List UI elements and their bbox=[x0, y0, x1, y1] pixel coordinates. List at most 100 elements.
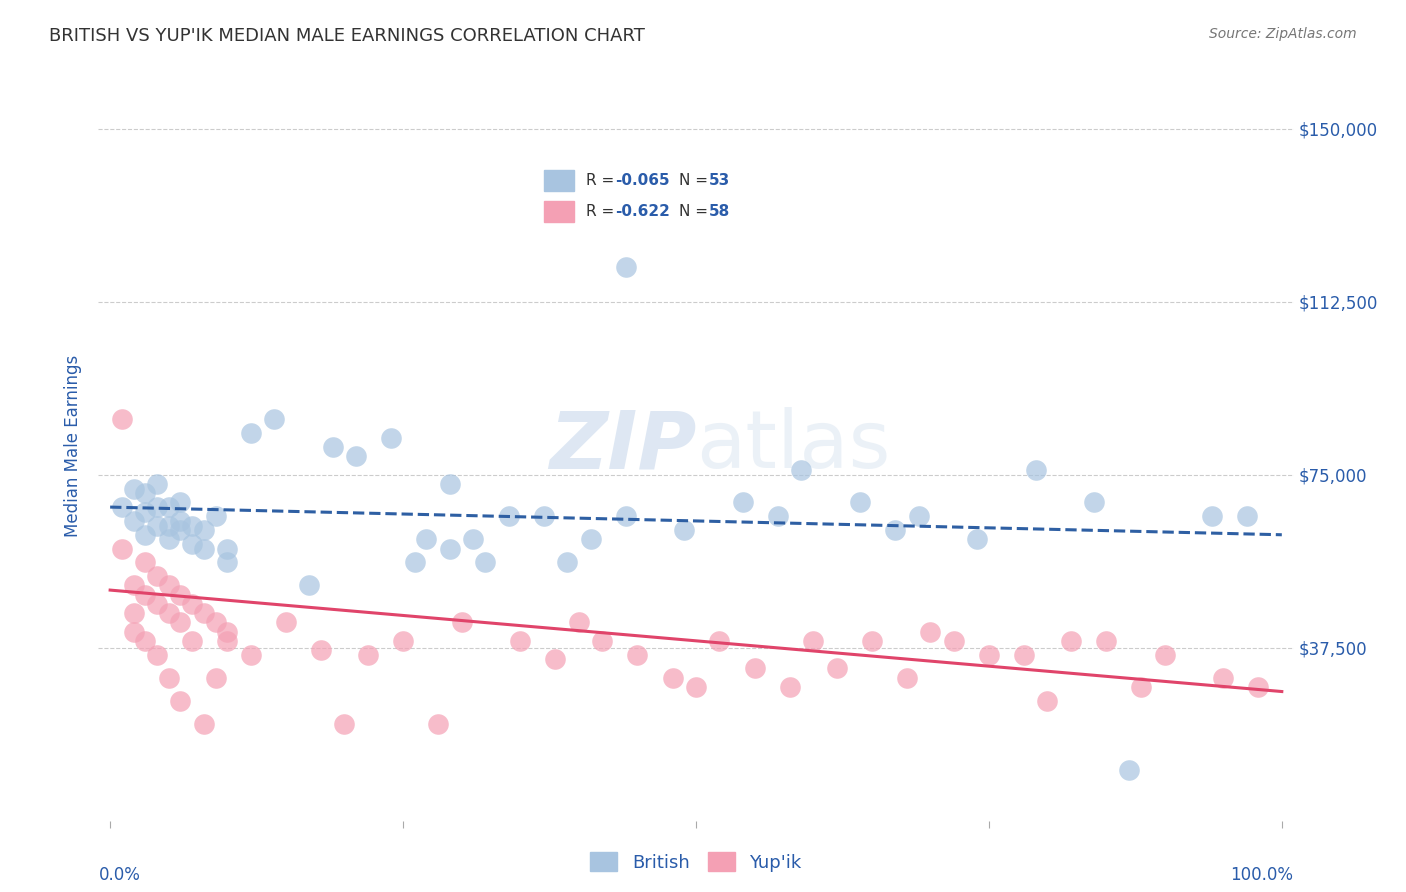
Point bbox=[1025, 463, 1047, 477]
Point bbox=[146, 500, 169, 514]
Point bbox=[1118, 763, 1140, 777]
Point bbox=[779, 680, 801, 694]
Point bbox=[157, 671, 180, 685]
Text: -0.065: -0.065 bbox=[616, 173, 671, 188]
Point bbox=[146, 477, 169, 491]
Point bbox=[498, 509, 520, 524]
Point bbox=[1095, 633, 1118, 648]
Point bbox=[111, 412, 134, 426]
Point bbox=[333, 716, 356, 731]
Point bbox=[169, 588, 191, 602]
Point bbox=[626, 648, 648, 662]
Point bbox=[309, 643, 332, 657]
Point bbox=[217, 541, 239, 556]
Point bbox=[169, 615, 191, 630]
Point bbox=[239, 648, 262, 662]
Point bbox=[907, 509, 929, 524]
Text: -0.622: -0.622 bbox=[616, 204, 671, 219]
Point bbox=[404, 556, 426, 570]
Point bbox=[1083, 495, 1105, 509]
Point bbox=[157, 606, 180, 620]
Point bbox=[204, 509, 226, 524]
Point bbox=[157, 518, 180, 533]
Point bbox=[169, 495, 191, 509]
Point bbox=[157, 500, 180, 514]
Point bbox=[181, 537, 204, 551]
Point bbox=[977, 648, 1000, 662]
Point bbox=[217, 633, 239, 648]
Point bbox=[134, 588, 156, 602]
Text: 0.0%: 0.0% bbox=[98, 865, 141, 884]
Y-axis label: Median Male Earnings: Median Male Earnings bbox=[65, 355, 83, 537]
Point bbox=[263, 412, 285, 426]
Point bbox=[298, 578, 321, 592]
Point bbox=[169, 514, 191, 528]
Point bbox=[1060, 633, 1083, 648]
Point bbox=[1212, 671, 1234, 685]
Point bbox=[157, 578, 180, 592]
Point bbox=[134, 486, 156, 500]
Point bbox=[181, 633, 204, 648]
Point bbox=[134, 633, 156, 648]
Point bbox=[614, 260, 637, 275]
Point bbox=[122, 578, 145, 592]
Point bbox=[1130, 680, 1153, 694]
Point bbox=[122, 514, 145, 528]
Point bbox=[392, 633, 415, 648]
Point bbox=[415, 533, 437, 547]
Point bbox=[825, 661, 848, 675]
Point bbox=[685, 680, 707, 694]
Point bbox=[204, 615, 226, 630]
Text: 100.0%: 100.0% bbox=[1230, 865, 1294, 884]
Point bbox=[544, 652, 567, 666]
Point bbox=[766, 509, 789, 524]
Point bbox=[193, 523, 215, 537]
Point bbox=[1012, 648, 1035, 662]
Point bbox=[181, 597, 204, 611]
Point bbox=[122, 624, 145, 639]
Point bbox=[568, 615, 591, 630]
Text: BRITISH VS YUP'IK MEDIAN MALE EARNINGS CORRELATION CHART: BRITISH VS YUP'IK MEDIAN MALE EARNINGS C… bbox=[49, 27, 645, 45]
Point bbox=[1153, 648, 1175, 662]
Point bbox=[181, 518, 204, 533]
Point bbox=[157, 533, 180, 547]
Point bbox=[849, 495, 872, 509]
Text: R =: R = bbox=[586, 173, 619, 188]
Point bbox=[731, 495, 754, 509]
Point bbox=[344, 450, 367, 464]
Point bbox=[111, 500, 134, 514]
Text: 58: 58 bbox=[709, 204, 731, 219]
Point bbox=[122, 606, 145, 620]
Point bbox=[709, 633, 731, 648]
Text: atlas: atlas bbox=[696, 407, 890, 485]
Point bbox=[591, 633, 613, 648]
Point bbox=[884, 523, 907, 537]
Point bbox=[860, 633, 883, 648]
Text: R =: R = bbox=[586, 204, 619, 219]
Point bbox=[896, 671, 918, 685]
Text: Source: ZipAtlas.com: Source: ZipAtlas.com bbox=[1209, 27, 1357, 41]
Point bbox=[134, 528, 156, 542]
Text: 53: 53 bbox=[709, 173, 731, 188]
Point bbox=[193, 541, 215, 556]
Text: N =: N = bbox=[679, 204, 713, 219]
Point bbox=[942, 633, 965, 648]
Point bbox=[122, 482, 145, 496]
Point bbox=[1236, 509, 1258, 524]
Point bbox=[1036, 694, 1059, 708]
Point bbox=[427, 716, 450, 731]
Point bbox=[380, 431, 402, 445]
Point bbox=[744, 661, 766, 675]
Point bbox=[579, 533, 602, 547]
Point bbox=[146, 569, 169, 583]
Point bbox=[790, 463, 813, 477]
Point bbox=[439, 477, 461, 491]
Point bbox=[217, 556, 239, 570]
Point bbox=[966, 533, 988, 547]
Point bbox=[146, 518, 169, 533]
Point bbox=[146, 648, 169, 662]
Bar bbox=[544, 170, 574, 191]
Point bbox=[134, 505, 156, 519]
Legend: British, Yup'ik: British, Yup'ik bbox=[583, 846, 808, 879]
Point bbox=[217, 624, 239, 639]
